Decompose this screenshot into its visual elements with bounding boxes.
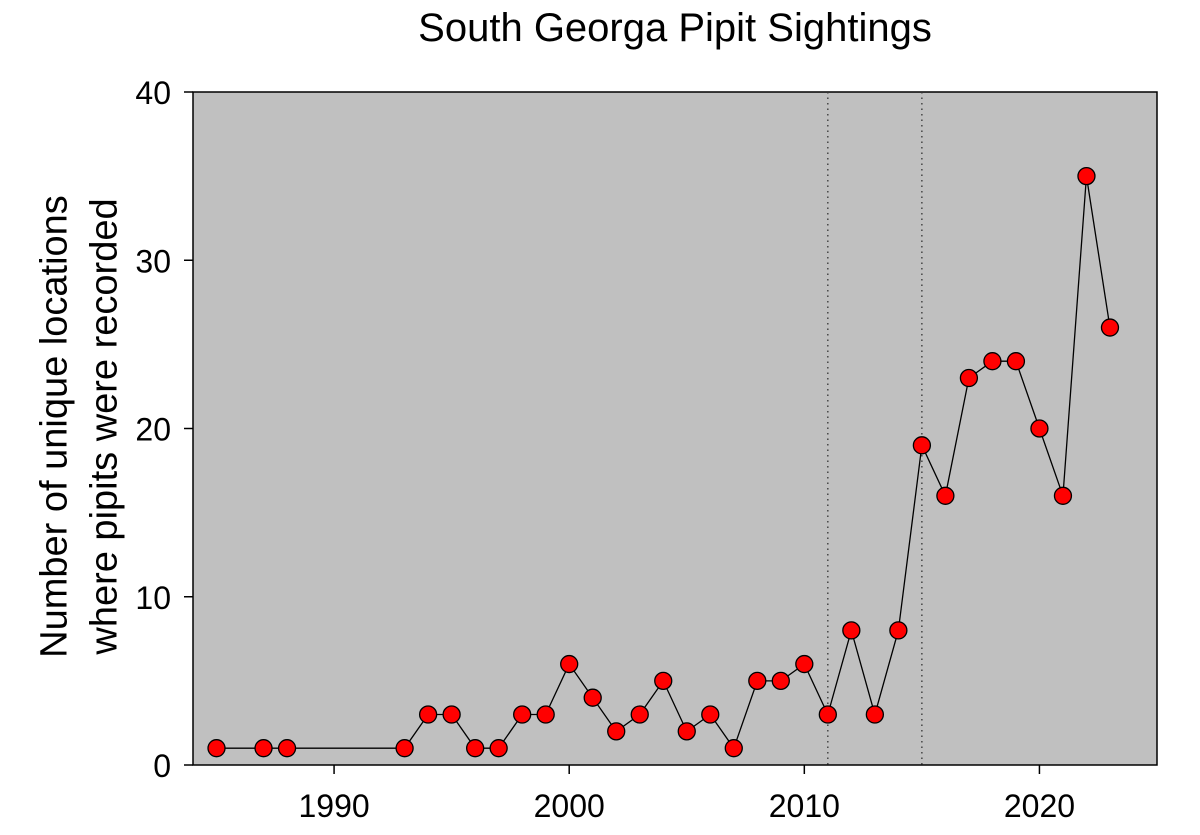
data-point (536, 705, 555, 724)
y-tick-label: 20 (135, 412, 171, 448)
data-point (865, 705, 885, 724)
y-axis: 0 10 20 30 40 (135, 75, 193, 784)
data-point (654, 671, 673, 691)
data-point (748, 671, 767, 691)
data-point (418, 705, 438, 724)
x-tick-label: 1990 (298, 788, 369, 824)
data-point (607, 722, 626, 741)
data-point (489, 739, 508, 758)
data-points (207, 166, 1120, 758)
data-point (465, 739, 485, 758)
chart-title: South Georga Pipit Sightings (418, 6, 932, 50)
data-point (842, 621, 861, 640)
series-line (216, 176, 1111, 750)
data-point (1030, 419, 1049, 438)
data-point (207, 739, 226, 758)
data-point (442, 705, 461, 724)
data-point (983, 352, 1002, 371)
reference-lines (827, 92, 923, 765)
data-point (254, 739, 273, 758)
data-point (1100, 318, 1120, 337)
data-point (630, 705, 649, 724)
data-point (277, 739, 297, 758)
data-point (1077, 166, 1096, 186)
plot-area (192, 91, 1158, 766)
x-tick-label: 2010 (769, 788, 840, 824)
y-tick-label: 0 (153, 748, 171, 784)
data-point (936, 486, 955, 505)
x-tick-label: 2020 (1004, 788, 1075, 824)
data-point (959, 368, 979, 388)
data-point (771, 671, 790, 691)
data-point (1053, 486, 1073, 505)
data-point (795, 654, 814, 674)
data-point (701, 705, 720, 724)
y-tick-label: 40 (135, 75, 171, 111)
data-point (912, 436, 932, 455)
data-point (513, 705, 532, 724)
y-tick-label: 10 (135, 580, 171, 616)
data-point (1006, 352, 1026, 371)
y-tick-label: 30 (135, 243, 171, 279)
data-point (677, 722, 696, 741)
data-point (583, 688, 602, 707)
x-axis: 1990 2000 2010 2020 (298, 765, 1075, 824)
data-point (889, 621, 908, 640)
data-point (724, 739, 743, 758)
data-point (818, 705, 837, 724)
data-point (560, 654, 579, 674)
x-tick-label: 2000 (534, 788, 605, 824)
data-point (395, 739, 414, 758)
